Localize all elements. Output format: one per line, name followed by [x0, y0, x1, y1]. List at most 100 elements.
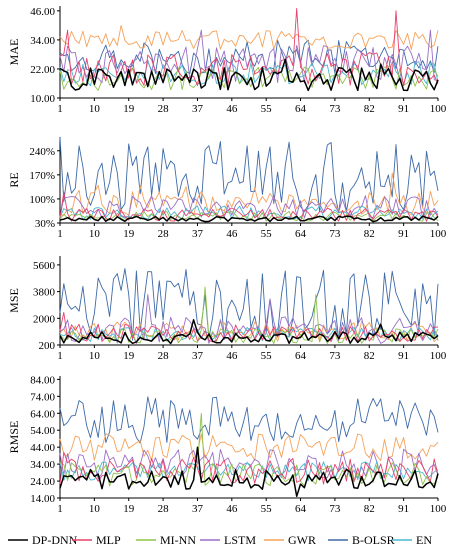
x-tick-label: 37	[192, 228, 204, 240]
x-tick-label: 55	[261, 103, 273, 115]
legend-item-b-olsr: B-OLSR	[328, 533, 395, 547]
y-tick-label: 74.00	[30, 391, 55, 403]
x-tick-label: 82	[364, 103, 375, 115]
series-line-gwr	[59, 24, 439, 50]
y-tick-label: 170%	[29, 170, 55, 182]
y-tick-label: 100%	[29, 194, 55, 206]
y-tick-label: 24.00	[30, 476, 55, 488]
series-line-mlp	[59, 191, 439, 222]
x-tick-label: 10	[89, 228, 101, 240]
x-tick-label: 37	[192, 350, 204, 362]
x-tick-label: 19	[123, 350, 135, 362]
x-tick-label: 37	[192, 103, 204, 115]
x-tick-label: 55	[261, 503, 273, 515]
y-tick-label: 5600	[33, 260, 56, 272]
legend-label: B-OLSR	[352, 533, 395, 547]
legend-label: EN	[416, 533, 432, 547]
series-line-dp-dnn	[59, 319, 439, 345]
y-tick-label: 10.00	[30, 93, 55, 105]
panel-re: 30% 100% 170% 240% 1 10 19 28 37 46 55 64 73 82 91 100 R…	[7, 137, 447, 240]
x-tick-label: 82	[364, 228, 375, 240]
x-tick-label: 91	[398, 228, 409, 240]
series-line-en	[59, 61, 439, 87]
series-line-lstm	[59, 448, 439, 480]
series-line-b-olsr	[59, 396, 439, 444]
y-tick-label: 240%	[29, 146, 55, 158]
x-tick-label: 28	[158, 503, 170, 515]
y-tick-label: 46.00	[30, 6, 55, 18]
series-line-gwr	[59, 433, 439, 462]
x-tick-label: 100	[430, 103, 447, 115]
x-tick-label: 1	[57, 228, 63, 240]
x-tick-label: 64	[295, 350, 307, 362]
x-tick-label: 91	[398, 350, 409, 362]
x-tick-label: 73	[329, 350, 341, 362]
y-tick-label: 22.00	[30, 64, 55, 76]
y-tick-label: 34.00	[30, 459, 55, 471]
series-line-b-olsr	[59, 137, 439, 214]
series-line-gwr	[59, 320, 439, 343]
x-tick-label: 91	[398, 103, 409, 115]
y-tick-label: 3800	[33, 287, 56, 299]
series-line-dp-dnn	[59, 446, 439, 498]
y-tick-label: 14.00	[30, 493, 55, 505]
y-axis-label: MSE	[7, 288, 21, 313]
panel-mse: 200 2000 3800 5600 1 10 19 28 37 46 55 64 73 82 91 100 M…	[7, 256, 447, 362]
panel-mae: 10.00 22.00 34.00 46.00 1 10 19 28 37 46 55 64 73 82 9…	[7, 6, 447, 115]
x-tick-label: 1	[57, 350, 63, 362]
series-line-mi-nn	[59, 412, 439, 487]
legend-label: DP-DNN	[32, 533, 78, 547]
x-tick-label: 37	[192, 503, 204, 515]
panel-rmse: 14.00 24.00 34.00 44.00 54.00 64.00 74.00 84.00…	[7, 374, 447, 515]
series-line-mi-nn	[59, 210, 439, 222]
x-tick-label: 55	[261, 350, 273, 362]
x-tick-label: 82	[364, 503, 375, 515]
series-line-mlp	[59, 451, 439, 485]
x-tick-label: 28	[158, 103, 170, 115]
series-line-dp-dnn	[59, 215, 439, 223]
y-tick-label: 84.00	[30, 374, 55, 386]
x-tick-label: 100	[430, 503, 447, 515]
x-tick-label: 73	[329, 503, 341, 515]
legend-label: MI-NN	[160, 533, 196, 547]
x-tick-label: 10	[89, 350, 101, 362]
series-line-mlp	[59, 7, 439, 87]
x-tick-label: 10	[89, 103, 101, 115]
series-line-lstm	[59, 195, 439, 220]
x-tick-label: 100	[430, 228, 447, 240]
x-tick-label: 73	[329, 103, 341, 115]
series-line-mlp	[59, 311, 439, 343]
x-tick-label: 10	[89, 503, 101, 515]
x-tick-label: 91	[398, 503, 409, 515]
legend: DP-DNN MLP MI-NN LSTM GWR B-OLSR EN	[8, 533, 432, 547]
x-tick-label: 19	[123, 228, 135, 240]
legend-item-gwr: GWR	[264, 533, 316, 547]
x-tick-label: 46	[226, 503, 238, 515]
x-tick-label: 55	[261, 228, 273, 240]
y-axis-label: RMSE	[7, 421, 21, 454]
series-line-en	[59, 205, 439, 220]
x-tick-label: 64	[295, 103, 307, 115]
y-tick-label: 30%	[35, 218, 55, 230]
x-tick-label: 19	[123, 103, 135, 115]
y-tick-label: 34.00	[30, 35, 55, 47]
legend-item-lstm: LSTM	[200, 533, 256, 547]
x-tick-label: 64	[295, 503, 307, 515]
x-tick-label: 46	[226, 350, 238, 362]
y-axis-label: MAE	[7, 39, 21, 66]
x-tick-label: 82	[364, 350, 375, 362]
legend-item-en: EN	[392, 533, 432, 547]
x-tick-label: 1	[57, 503, 63, 515]
y-tick-label: 200	[39, 340, 56, 352]
y-tick-label: 54.00	[30, 425, 55, 437]
x-tick-label: 46	[226, 103, 238, 115]
y-tick-label: 64.00	[30, 408, 55, 420]
y-axis-label: RE	[7, 172, 21, 187]
x-tick-label: 100	[430, 350, 447, 362]
legend-label: MLP	[96, 533, 121, 547]
legend-item-dp-dnn: DP-DNN	[8, 533, 78, 547]
series-line-gwr	[59, 172, 439, 217]
series-line-dp-dnn	[59, 58, 439, 92]
